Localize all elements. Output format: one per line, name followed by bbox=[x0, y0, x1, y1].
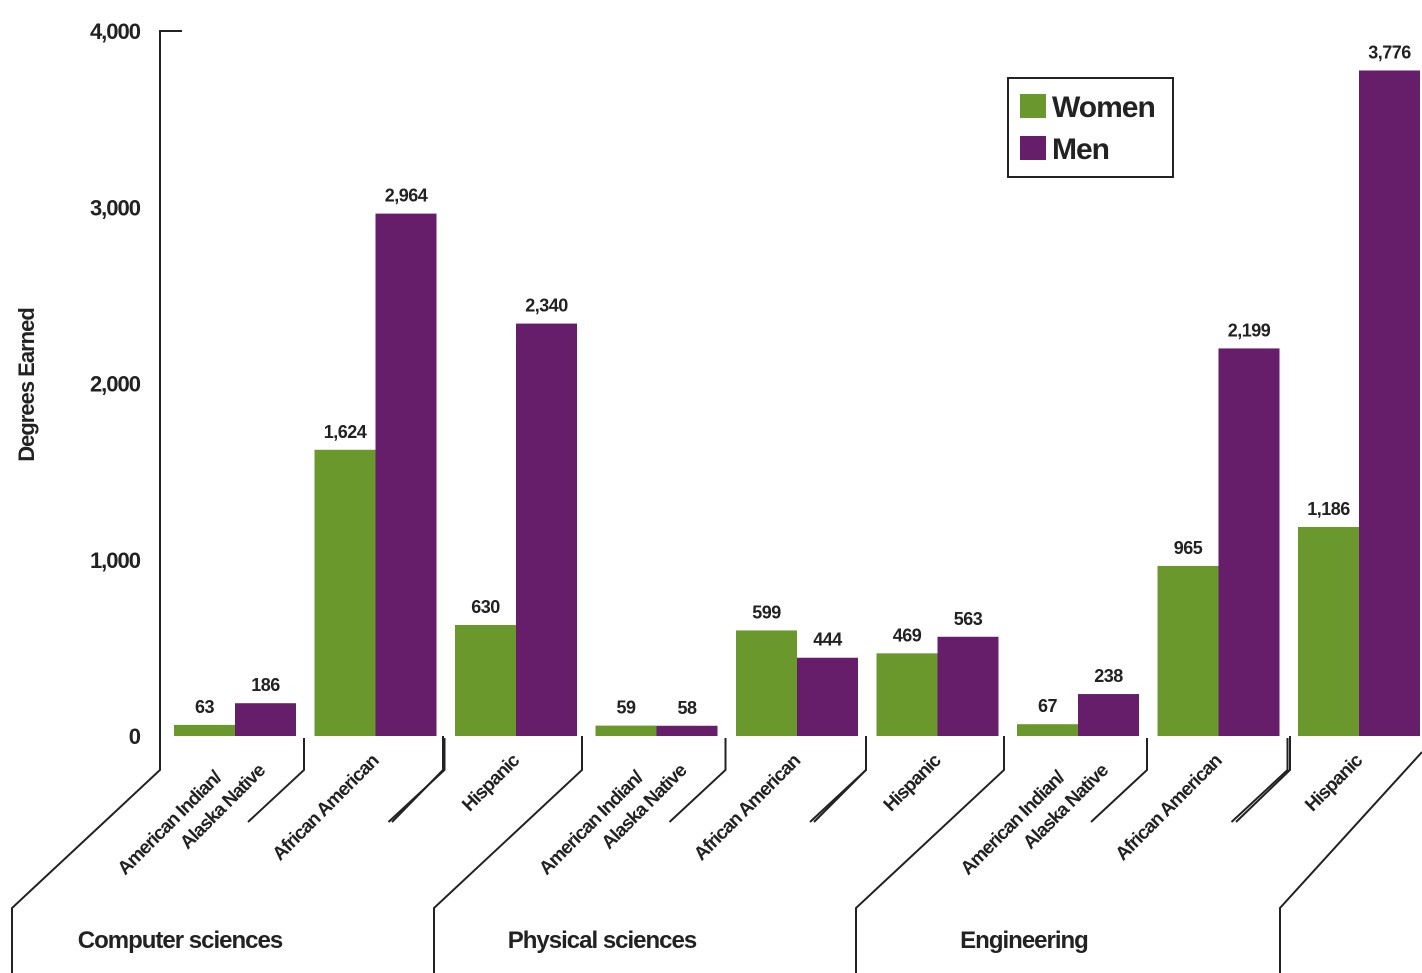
bar-women bbox=[1298, 526, 1359, 736]
category-label: Hispanic bbox=[880, 750, 946, 816]
category-label: Hispanic bbox=[1301, 750, 1367, 816]
category-separator bbox=[668, 738, 727, 823]
bar-women bbox=[595, 725, 657, 736]
bar-men bbox=[1218, 348, 1280, 736]
category-separator bbox=[1090, 738, 1148, 823]
value-label-men: 563 bbox=[954, 609, 983, 629]
bar-women bbox=[1157, 565, 1219, 736]
group-label: Engineering bbox=[960, 927, 1088, 954]
bar-women bbox=[314, 449, 376, 736]
y-axis-title: Degrees Earned bbox=[14, 308, 39, 462]
bar-women bbox=[736, 630, 797, 736]
bar-men bbox=[937, 636, 999, 736]
legend: Women Men bbox=[1007, 77, 1174, 178]
category-separator bbox=[391, 736, 444, 823]
legend-swatch-men bbox=[1020, 136, 1046, 160]
bar-men bbox=[516, 323, 577, 736]
value-label-men: 238 bbox=[1094, 666, 1123, 686]
value-label-men: 58 bbox=[677, 698, 697, 718]
category-separator bbox=[1235, 736, 1291, 823]
category-label: African American bbox=[690, 750, 805, 865]
value-label-men: 444 bbox=[813, 630, 842, 650]
bar-men bbox=[375, 213, 437, 737]
bar-men bbox=[1078, 694, 1139, 736]
category-label-line: African American bbox=[1112, 750, 1227, 865]
value-label-men: 186 bbox=[251, 675, 280, 695]
y-tick-label: 4,000 bbox=[90, 19, 141, 44]
category-label-line: Hispanic bbox=[880, 750, 946, 816]
value-label-women: 59 bbox=[616, 698, 636, 718]
category-separator bbox=[387, 738, 446, 823]
group-label: Computer sciences bbox=[78, 927, 283, 954]
category-label: African American bbox=[269, 750, 384, 865]
value-label-women: 1,624 bbox=[324, 422, 367, 442]
bar-women bbox=[174, 724, 235, 736]
value-label-women: 599 bbox=[752, 602, 781, 622]
group-separator bbox=[433, 736, 583, 973]
group-separator bbox=[11, 736, 161, 973]
category-label: American Indian/Alaska Native bbox=[957, 742, 1113, 898]
y-tick-label: 0 bbox=[129, 724, 141, 749]
value-label-women: 67 bbox=[1038, 696, 1058, 716]
value-label-women: 630 bbox=[471, 597, 500, 617]
value-label-men: 2,340 bbox=[525, 296, 568, 316]
y-tick-label: 1,000 bbox=[90, 548, 141, 573]
legend-label-women: Women bbox=[1052, 91, 1155, 124]
category-separator bbox=[809, 738, 867, 823]
category-label-line: Hispanic bbox=[458, 750, 524, 816]
value-label-men: 3,776 bbox=[1368, 42, 1411, 62]
category-separator bbox=[247, 738, 305, 823]
value-label-women: 965 bbox=[1174, 538, 1203, 558]
category-label: American Indian/Alaska Native bbox=[535, 742, 691, 898]
category-label-line: African American bbox=[690, 750, 805, 865]
legend-swatch-women bbox=[1020, 94, 1046, 118]
value-label-men: 2,964 bbox=[385, 186, 428, 206]
category-separator bbox=[813, 736, 867, 823]
value-label-men: 2,199 bbox=[1228, 320, 1271, 340]
group-separator bbox=[1279, 751, 1422, 973]
bar-men bbox=[1359, 70, 1420, 737]
group-label: Physical sciences bbox=[508, 927, 697, 954]
category-label: African American bbox=[1112, 750, 1227, 865]
category-label-line: Hispanic bbox=[1301, 750, 1367, 816]
value-label-women: 469 bbox=[893, 625, 922, 645]
legend-label-men: Men bbox=[1052, 133, 1109, 166]
bar-women bbox=[455, 624, 516, 736]
value-label-women: 1,186 bbox=[1307, 499, 1350, 519]
bar-men bbox=[235, 703, 296, 736]
category-label: Hispanic bbox=[458, 750, 524, 816]
category-label: American Indian/Alaska Native bbox=[114, 742, 270, 898]
bar-men bbox=[656, 725, 718, 736]
category-separator bbox=[1230, 738, 1289, 823]
group-separator bbox=[855, 736, 1005, 973]
bar-women bbox=[876, 653, 938, 736]
y-axis-line bbox=[159, 30, 182, 736]
y-tick-label: 3,000 bbox=[90, 195, 141, 220]
value-label-women: 63 bbox=[195, 697, 215, 717]
bar-men bbox=[797, 657, 858, 736]
category-label-line: African American bbox=[269, 750, 384, 865]
bar-women bbox=[1017, 724, 1078, 736]
y-tick-label: 2,000 bbox=[90, 372, 141, 397]
